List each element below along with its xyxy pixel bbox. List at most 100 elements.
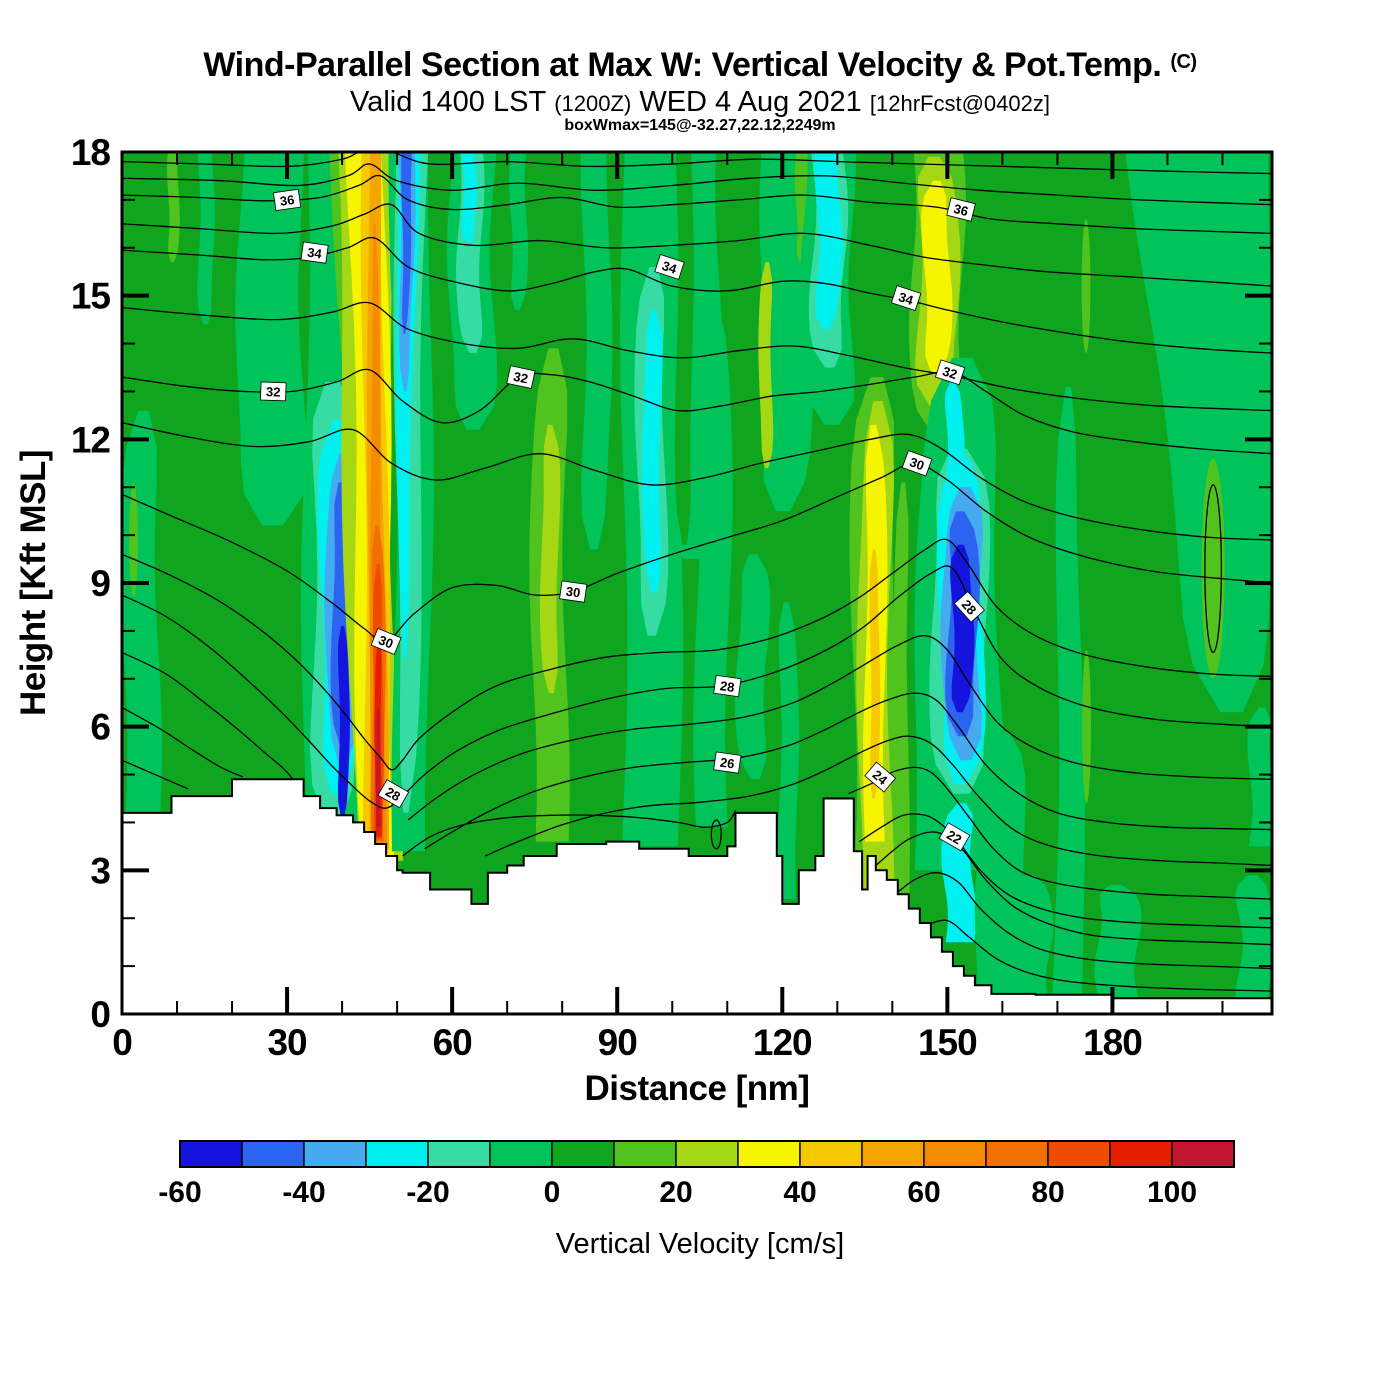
page-title-text: Wind-Parallel Section at Max W: Vertical…: [203, 46, 1162, 84]
isentrope-line: [875, 831, 1272, 946]
contour-label: 28: [953, 591, 986, 623]
colorbar-tick-label: 100: [1147, 1176, 1197, 1209]
terrain-mask: [122, 778, 1272, 1014]
velocity-feature: [461, 152, 478, 243]
svg-text:34: 34: [306, 245, 323, 262]
velocity-feature: [376, 707, 381, 828]
x-tick-label: 180: [1083, 1022, 1142, 1063]
colorbar-segment: [737, 1140, 801, 1168]
isentrope-line: [122, 706, 244, 778]
contour-label: 30: [901, 450, 933, 477]
isentrope-line: [122, 368, 1272, 455]
y-tick-label: 3: [90, 850, 110, 891]
velocity-feature: [674, 152, 694, 545]
isentrope-line: [122, 236, 1272, 354]
isentrope-line: [122, 651, 307, 799]
velocity-feature: [758, 262, 774, 469]
colorbar-segment: [365, 1140, 429, 1168]
colorbar-tick-label: 60: [907, 1176, 940, 1209]
valid-time-main1: Valid 1400 LST: [350, 86, 547, 118]
velocity-feature: [580, 152, 613, 550]
x-tick-label: 120: [753, 1022, 812, 1063]
isentrope-line: [122, 462, 1272, 643]
isentrope-line: [122, 301, 1272, 412]
contour-label: 28: [713, 674, 742, 698]
velocity-feature: [734, 554, 771, 780]
velocity-feature: [1052, 386, 1086, 998]
closed-isentrope-loop: [1204, 484, 1223, 654]
y-tick-label: 0: [90, 994, 110, 1035]
y-tick-label: 18: [71, 132, 111, 173]
valid-time-line: Valid 1400 LST (1200Z) WED 4 Aug 2021 [1…: [0, 86, 1400, 119]
y-tick-label: 12: [71, 419, 111, 460]
colorbar-segment: [551, 1140, 615, 1168]
colorbar-segment: [303, 1140, 367, 1168]
terrain-fill: [122, 779, 1272, 1014]
isentrope-line: [122, 163, 1272, 206]
svg-text:30: 30: [376, 632, 395, 651]
velocity-feature: [1125, 152, 1272, 713]
colorbar-tick-label: -20: [406, 1176, 449, 1209]
isentrope-line: [407, 635, 1272, 821]
contour-label: 36: [946, 197, 976, 222]
velocity-feature: [641, 310, 663, 593]
x-tick-label: 30: [267, 1022, 307, 1063]
colorbar-segment: [1171, 1140, 1235, 1168]
colorbar-segment: [861, 1140, 925, 1168]
x-axis-title: Distance [nm]: [585, 1069, 810, 1108]
colorbar-segment: [923, 1140, 987, 1168]
velocity-feature: [539, 425, 561, 694]
colorbar-tick-label: 20: [659, 1176, 692, 1209]
velocity-feature: [1247, 707, 1272, 847]
svg-text:34: 34: [897, 289, 916, 308]
closed-isentrope-loop: [710, 819, 722, 850]
velocity-feature: [197, 152, 215, 325]
svg-text:36: 36: [952, 201, 970, 219]
colorbar-tick-label: -40: [282, 1176, 325, 1209]
isentrope-line: [894, 872, 1272, 970]
velocity-feature: [869, 549, 881, 799]
svg-text:32: 32: [941, 363, 959, 382]
isentrope-line: [122, 174, 1272, 235]
svg-text:30: 30: [908, 454, 927, 473]
colorbar-segment: [241, 1140, 305, 1168]
y-tick-label: 9: [90, 563, 110, 604]
contour-labels: 36 36 34 34 34 32 32 32 30 30 30 28 28 28 26 24 22: [260, 188, 986, 852]
y-tick-label: 15: [71, 276, 111, 317]
isentrope-line: [424, 692, 1272, 850]
velocity-feature: [129, 482, 138, 598]
svg-text:22: 22: [944, 827, 964, 847]
isentrope-line: [122, 152, 1272, 175]
contour-label: 30: [559, 580, 588, 603]
contour-label: 26: [713, 751, 742, 774]
isentrope-line: [122, 565, 1272, 809]
contour-label: 28: [377, 779, 410, 809]
svg-text:28: 28: [383, 784, 403, 804]
terrain-outline: [122, 778, 1272, 1000]
valid-time-small2: [12hrFcst@0402z]: [869, 91, 1050, 116]
contour-label: 34: [300, 241, 329, 264]
svg-text:28: 28: [719, 678, 735, 695]
contour-label: 34: [654, 253, 685, 280]
x-tick-label: 0: [112, 1022, 132, 1063]
isentrope-line: [858, 813, 1272, 929]
colorbar-segment: [1047, 1140, 1111, 1168]
contour-label: 32: [934, 359, 966, 386]
velocity-feature: [1081, 219, 1091, 354]
contour-label: 22: [938, 822, 971, 852]
plot-frame-and-ticks: [120, 150, 1274, 1016]
contour-label: 32: [260, 381, 287, 402]
velocity-feature: [777, 602, 800, 900]
x-tick-label: 150: [918, 1022, 977, 1063]
velocity-feature: [509, 152, 529, 310]
colorbar: -60 -40 -20 0 20 40 60 80 100: [158, 1140, 1235, 1209]
colorbar-tick-label: 80: [1031, 1176, 1064, 1209]
isentrope-line: [848, 766, 1272, 900]
colorbar-tick-label: -60: [158, 1176, 201, 1209]
contour-label: 36: [273, 188, 302, 212]
x-tick-label: 90: [598, 1022, 638, 1063]
svg-text:34: 34: [660, 258, 679, 277]
velocity-feature: [1011, 875, 1054, 998]
